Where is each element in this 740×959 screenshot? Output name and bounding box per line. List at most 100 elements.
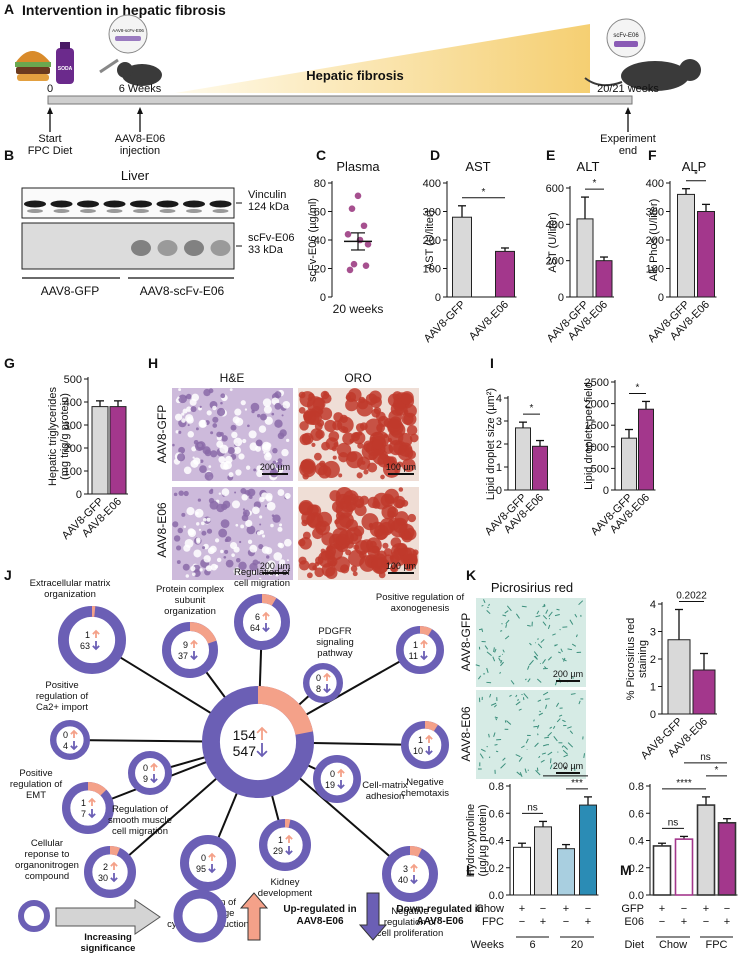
donut-down [382, 845, 439, 902]
cell [261, 546, 270, 554]
cell [238, 561, 247, 571]
fiber [554, 644, 556, 646]
cell [216, 557, 222, 563]
down-count: 40 [398, 875, 408, 885]
table-cell: − [659, 916, 665, 928]
cell [258, 425, 267, 433]
cell [212, 416, 219, 423]
y-tick-label: 1500 [585, 420, 609, 432]
table-cell: + [519, 903, 525, 915]
y-tick-label: 3 [650, 627, 656, 639]
node-label: Negative [391, 906, 429, 917]
fiber [541, 752, 546, 755]
legend-arrow [55, 899, 161, 935]
cell [181, 512, 186, 517]
fiber [488, 733, 490, 738]
bar [515, 427, 531, 491]
cell [244, 408, 248, 411]
panel-letter: F [648, 147, 657, 163]
bar [652, 845, 672, 896]
y-tick-label: 0 [496, 485, 502, 497]
table-group-label: 20 [571, 939, 583, 951]
fiber [537, 643, 543, 649]
cell [338, 529, 354, 546]
fiber [536, 767, 539, 772]
y-axis-label: staining [637, 640, 649, 678]
up-count: 1 [413, 640, 418, 650]
antibody-icon [606, 18, 646, 58]
cell [404, 452, 410, 458]
y-tick-label: 200 [546, 256, 564, 268]
fiber [527, 678, 531, 683]
fiber [515, 701, 521, 706]
y-tick-label: 100 [64, 466, 82, 478]
y-tick-label: 1 [650, 682, 656, 694]
cell [357, 398, 369, 410]
down-count: 95 [196, 864, 206, 874]
scale-label: 100 µm [386, 561, 416, 571]
cell [199, 465, 207, 473]
y-tick-label: 400 [423, 178, 441, 190]
down-count: 64 [250, 623, 260, 633]
cell [284, 538, 292, 547]
cell [191, 393, 200, 402]
node-label: cell proliferation [377, 928, 444, 939]
donut-down [128, 751, 173, 796]
cell [272, 447, 278, 454]
cell [233, 446, 242, 454]
cell [216, 431, 222, 438]
fiber [539, 710, 542, 713]
down-arrow [256, 743, 268, 758]
cell [184, 538, 194, 548]
dot [362, 262, 370, 269]
y-tick-label: 500 [64, 374, 82, 386]
fiber [489, 693, 492, 698]
cell [209, 500, 219, 510]
fiber [515, 694, 518, 698]
y-tick-label: 200 [64, 443, 82, 455]
node-label: Negative [406, 777, 444, 788]
cell [350, 565, 358, 572]
cell [244, 512, 247, 515]
cell [262, 534, 266, 538]
node-label: organonitrogen [15, 860, 79, 871]
fiber [558, 714, 563, 717]
cell [239, 540, 242, 544]
node-label: adhesion [366, 791, 405, 802]
y-tick-label: 300 [423, 207, 441, 219]
cell [343, 490, 359, 506]
blot-band [24, 200, 46, 208]
cell [199, 405, 202, 409]
cell [196, 522, 200, 526]
y-tick-label: 0.6 [489, 808, 504, 820]
panel-letter: M [620, 862, 632, 878]
y-tick-label: 600 [546, 183, 564, 195]
fiber [499, 671, 501, 674]
up-arrow [70, 729, 78, 738]
blot-band [212, 209, 229, 213]
panel-letter: K [466, 567, 476, 583]
cell [177, 527, 183, 534]
significance-label: 0.2022 [676, 591, 707, 602]
cell [183, 466, 192, 475]
fiber [538, 712, 543, 716]
cell [383, 548, 393, 557]
cell [258, 544, 264, 550]
table-group-label: Chow [659, 939, 687, 951]
cell [231, 500, 241, 509]
donut-down [303, 663, 344, 704]
node-label: Ca2+ import [36, 702, 88, 713]
cell [266, 560, 276, 570]
up-arrow [88, 797, 96, 806]
cell [242, 508, 246, 511]
fiber [543, 666, 547, 669]
row-label: AAV8-E06 [155, 502, 169, 557]
arrow-head [625, 107, 631, 114]
fiber [510, 680, 515, 685]
cell [235, 417, 244, 427]
cell [204, 471, 214, 481]
cell [298, 501, 313, 516]
fiber [537, 733, 539, 736]
up-count: 2 [103, 862, 108, 872]
